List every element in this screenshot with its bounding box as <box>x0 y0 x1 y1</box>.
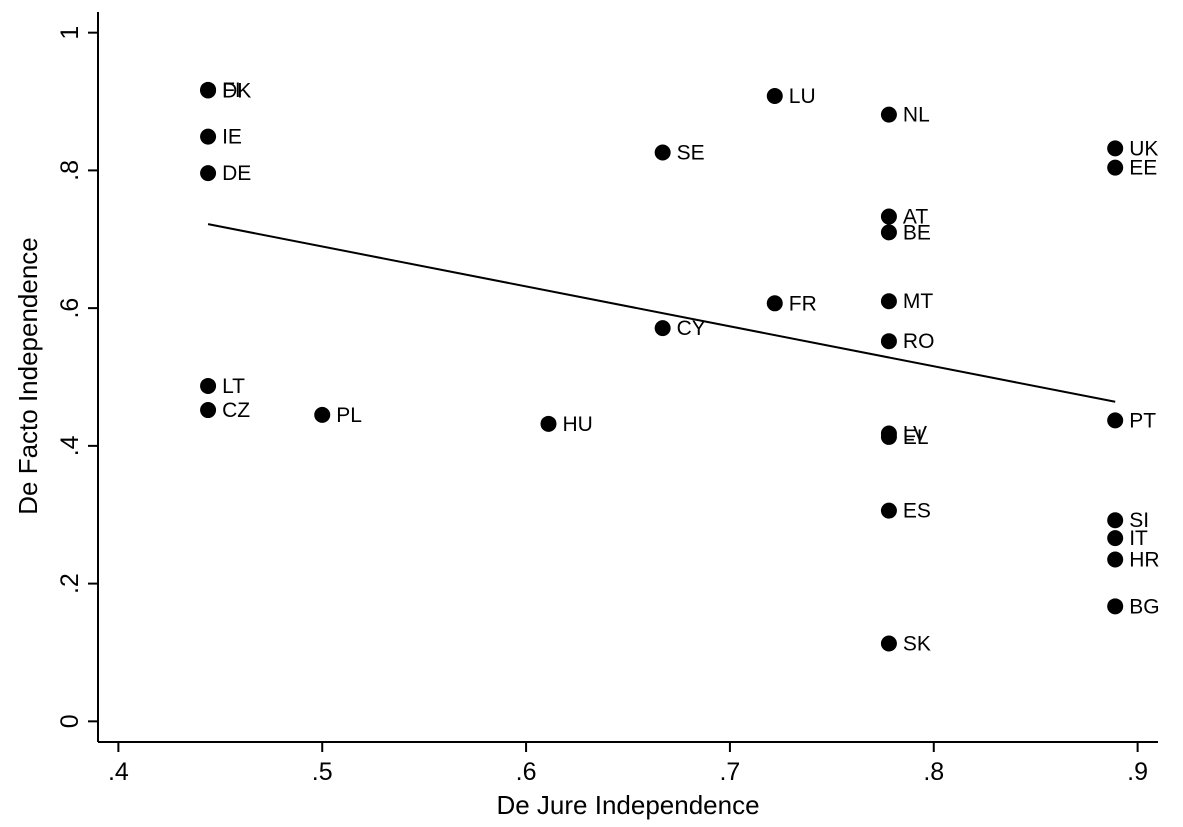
data-point <box>200 82 217 99</box>
data-point <box>1107 598 1124 615</box>
data-point <box>766 88 783 105</box>
data-point-label: LT <box>222 375 245 398</box>
data-point-label: DK <box>222 80 251 103</box>
data-point-label: LU <box>789 85 816 108</box>
data-point <box>880 106 897 123</box>
data-point <box>880 635 897 652</box>
data-point <box>880 208 897 225</box>
data-point <box>654 320 671 337</box>
data-point <box>1107 530 1124 547</box>
data-point <box>880 502 897 519</box>
data-point <box>200 128 217 145</box>
data-point-label: UK <box>1129 137 1158 160</box>
data-point <box>1107 512 1124 529</box>
y-tick-label: 0 <box>56 714 84 728</box>
data-point-label: BE <box>903 221 931 244</box>
data-point-label: PL <box>336 404 362 427</box>
data-point <box>1107 140 1124 157</box>
data-point-label: ES <box>903 500 931 523</box>
data-point-label: RO <box>903 330 935 353</box>
data-point <box>200 377 217 394</box>
axes <box>97 12 1158 743</box>
data-point-label: EL <box>903 426 929 449</box>
data-point-label: IE <box>222 126 242 149</box>
x-tick-label: .7 <box>719 758 740 786</box>
data-point-label: FI <box>222 79 241 102</box>
data-point-label: DE <box>222 162 251 185</box>
data-point <box>880 224 897 241</box>
data-point <box>1107 551 1124 568</box>
y-tick-label: .6 <box>56 298 84 319</box>
data-point-label: SE <box>677 141 705 164</box>
x-tick-label: .9 <box>1127 758 1148 786</box>
data-point-label: CY <box>677 317 706 340</box>
data-point-label: HU <box>563 413 593 436</box>
data-point <box>200 402 217 419</box>
data-point-label: PT <box>1129 409 1156 432</box>
x-axis-label: De Jure Independence <box>496 790 759 820</box>
x-axis-ticks: .4 .5 .6 .7 .8 .9 <box>108 742 1148 786</box>
y-tick-label: .8 <box>56 160 84 181</box>
data-point <box>1107 159 1124 176</box>
fit-line <box>207 223 1116 403</box>
data-point <box>314 406 331 423</box>
data-point-label: HR <box>1129 549 1159 572</box>
data-point <box>654 144 671 161</box>
data-point-label: IT <box>1129 527 1148 550</box>
y-tick-label: .2 <box>56 573 84 594</box>
data-point-label: AT <box>903 206 928 229</box>
y-axis-ticks: 0 .2 .4 .6 .8 1 <box>56 26 98 728</box>
data-point <box>540 415 557 432</box>
x-tick-label: .6 <box>516 758 537 786</box>
x-tick-label: .5 <box>312 758 333 786</box>
data-point <box>766 295 783 312</box>
data-point-label: NL <box>903 104 930 127</box>
data-point-label: CZ <box>222 399 250 422</box>
fit-line-group <box>207 223 1116 403</box>
data-point-label: EE <box>1129 157 1157 180</box>
x-tick-label: .8 <box>923 758 944 786</box>
data-point-label: SK <box>903 633 931 656</box>
x-tick-label: .4 <box>108 758 129 786</box>
data-point-label: MT <box>903 290 933 313</box>
data-point-label: FR <box>789 292 817 315</box>
data-point <box>880 333 897 350</box>
data-point-label: SI <box>1129 509 1149 532</box>
data-point <box>200 165 217 182</box>
data-point-label: BG <box>1129 595 1159 618</box>
data-point-label: LV <box>903 422 927 445</box>
data-point <box>1107 412 1124 429</box>
y-tick-label: .4 <box>56 435 84 456</box>
y-tick-label: 1 <box>56 26 84 40</box>
data-point <box>880 293 897 310</box>
data-point <box>880 428 897 445</box>
y-axis-label: De Facto Independence <box>13 237 43 515</box>
